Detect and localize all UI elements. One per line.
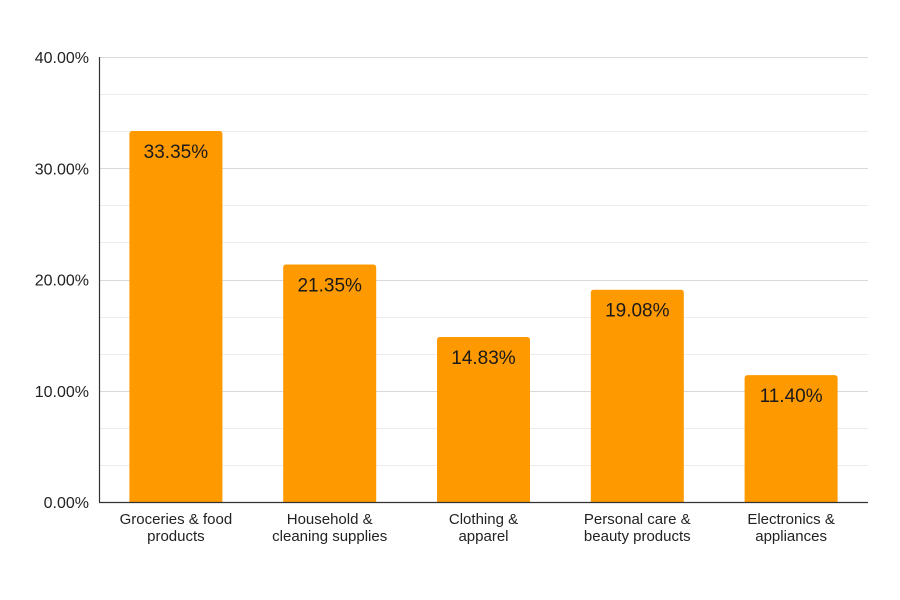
y-tick-label: 30.00%: [35, 161, 89, 178]
labels: 0.00% 10.00% 20.00% 30.00% 40.00% 33.35% Groce…: [35, 50, 835, 545]
y-tick-label: 20.00%: [35, 273, 89, 290]
x-tick-label-line: apparel: [458, 528, 508, 545]
bar: [129, 130, 223, 502]
x-tick-label-line: Electronics &: [747, 511, 835, 528]
data-label: 19.08%: [605, 301, 670, 322]
data-label: 11.40%: [760, 386, 823, 407]
x-tick-label: Household & cleaning supplies: [272, 511, 387, 545]
data-label: 14.83%: [451, 348, 516, 369]
y-tick-label: 0.00%: [44, 495, 89, 512]
x-tick-label: Groceries & food products: [120, 511, 233, 545]
x-tick-label-line: Household &: [287, 511, 373, 528]
bars: [129, 130, 838, 502]
x-tick-label-line: Groceries & food: [120, 511, 233, 528]
bar: [744, 375, 838, 502]
data-label: 33.35%: [144, 142, 209, 163]
data-label: 21.35%: [297, 275, 362, 296]
y-tick-label: 40.00%: [35, 50, 89, 67]
x-tick-label-line: Personal care &: [584, 511, 691, 528]
x-tick-label: Clothing & apparel: [449, 511, 518, 545]
x-tick-label: Personal care & beauty products: [584, 511, 691, 545]
y-tick-label: 10.00%: [35, 384, 89, 401]
bar: [437, 337, 530, 502]
x-tick-label-line: appliances: [755, 528, 827, 545]
x-tick-label-line: products: [147, 528, 205, 545]
x-tick-label-line: beauty products: [584, 528, 691, 545]
bar: [590, 289, 684, 502]
x-tick-label-line: Clothing &: [449, 511, 518, 528]
x-tick-label-line: cleaning supplies: [272, 528, 387, 545]
x-tick-label: Electronics & appliances: [747, 511, 835, 545]
bar: [283, 264, 377, 502]
axes: [98, 57, 868, 504]
